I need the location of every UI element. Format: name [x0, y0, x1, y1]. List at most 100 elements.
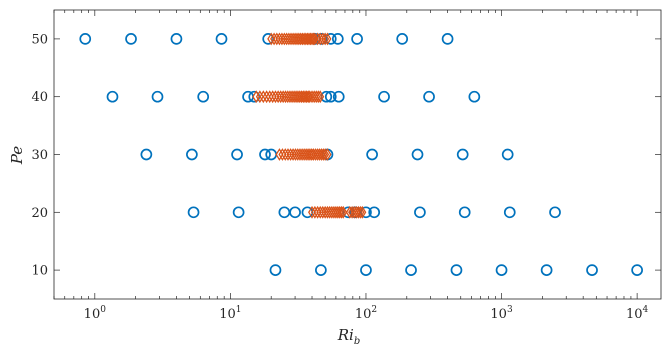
circle-point — [351, 33, 363, 45]
circle-point — [186, 148, 198, 161]
diamond-point — [310, 205, 319, 219]
diamond-point — [296, 32, 305, 46]
circle-point — [366, 148, 378, 161]
diamond-point — [308, 32, 317, 46]
circle-point — [414, 206, 426, 219]
circle-point — [289, 206, 301, 219]
circle-point — [269, 264, 282, 276]
diamond-point — [295, 90, 304, 104]
x-tick-label: 104 — [626, 305, 649, 322]
circle-point — [197, 90, 210, 103]
diamond-point — [270, 32, 279, 46]
diamond-point — [275, 148, 284, 161]
plot-area — [53, 9, 662, 300]
x-tick-base: 10 — [84, 307, 101, 322]
x-tick-label: 102 — [355, 305, 377, 322]
x-tick-label: 101 — [219, 305, 241, 322]
x-tick-exponent: 3 — [507, 305, 513, 315]
diamond-point — [356, 205, 365, 219]
x-tick-base: 10 — [219, 307, 236, 322]
circle-point — [315, 264, 327, 276]
x-tick-label: 103 — [490, 305, 513, 322]
data-marks — [79, 32, 643, 276]
circle-point — [378, 90, 390, 103]
y-tick-label: 40 — [31, 90, 48, 105]
circle-point — [468, 90, 481, 103]
circle-point — [549, 206, 561, 219]
x-tick-exponent: 4 — [643, 305, 649, 315]
diamond-point — [358, 205, 367, 219]
circle-point — [411, 148, 424, 161]
y-axis-label: Pe — [8, 146, 26, 165]
circle-point — [441, 33, 454, 45]
diamond-point — [339, 205, 348, 219]
circle-point — [503, 206, 516, 219]
diamond-point — [267, 32, 276, 46]
diamond-point — [337, 205, 346, 219]
circle-point — [170, 33, 183, 45]
diamond-point — [308, 205, 317, 219]
circle-point — [79, 33, 92, 45]
y-tick-label: 20 — [31, 206, 48, 221]
diamond-point — [259, 90, 268, 104]
circle-point — [215, 33, 228, 45]
circle-point — [495, 264, 508, 276]
diamond-point — [323, 148, 332, 161]
diamond-point — [255, 90, 264, 104]
circle-point — [331, 33, 344, 45]
axis-ticks — [53, 10, 661, 299]
circle-point — [586, 264, 598, 276]
circle-point — [324, 90, 337, 103]
diamond-point — [278, 148, 287, 161]
diamond-point — [284, 148, 292, 161]
diamond-point — [265, 90, 274, 104]
circle-point — [540, 264, 553, 276]
circle-point — [631, 264, 643, 276]
x-tick-exponent: 0 — [100, 305, 106, 315]
circle-point — [458, 206, 471, 219]
x-tick-label: 100 — [84, 305, 107, 322]
diamond-point — [313, 32, 322, 46]
circle-point — [360, 264, 372, 276]
diamond-point — [271, 90, 280, 104]
diamond-point — [314, 90, 323, 104]
diamond-point — [321, 32, 330, 46]
diamond-point — [323, 32, 332, 46]
circle-point — [368, 206, 381, 219]
circle-point — [450, 264, 463, 276]
diamond-point — [268, 90, 277, 104]
y-tick-label: 50 — [31, 32, 48, 47]
diamond-point — [313, 205, 322, 219]
diamond-point — [310, 32, 319, 46]
diamond-point — [302, 90, 311, 104]
diamond-point — [321, 148, 330, 161]
diamond-point — [262, 90, 271, 104]
x-tick-base: 10 — [626, 307, 643, 322]
circle-point — [106, 90, 119, 103]
diamond-point — [281, 148, 290, 161]
circle-point — [125, 33, 137, 45]
circle-point — [332, 90, 345, 103]
diamond-point — [272, 32, 281, 46]
circle-point — [396, 33, 409, 45]
x-tick-exponent: 2 — [371, 305, 377, 315]
circle-point — [259, 148, 271, 161]
x-axis-label: Rib — [337, 326, 361, 345]
circle-point — [501, 148, 514, 161]
x-tick-base: 10 — [355, 307, 372, 322]
circle-point — [231, 148, 243, 161]
circle-point — [151, 90, 164, 103]
diamond-point — [316, 90, 325, 104]
circle-point — [405, 264, 417, 276]
y-tick-label: 30 — [31, 148, 48, 163]
circle-point — [140, 148, 153, 161]
x-tick-exponent: 1 — [236, 305, 242, 315]
circle-point — [423, 90, 435, 103]
circle-point — [187, 206, 200, 219]
circle-point — [232, 206, 245, 219]
y-tick-label: 10 — [31, 264, 48, 279]
circle-point — [456, 148, 469, 161]
x-tick-base: 10 — [490, 307, 507, 322]
